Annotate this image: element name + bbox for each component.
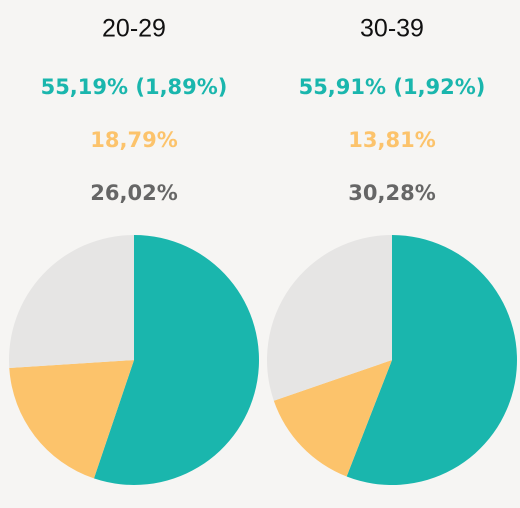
pie-title: 30-39 (360, 15, 424, 43)
value-label: 26,02% (90, 181, 177, 205)
pie-slice (266, 235, 392, 401)
pie-slice (273, 360, 392, 477)
pie-slice (9, 360, 134, 479)
pie-slice (346, 235, 517, 485)
value-label: 30,28% (348, 181, 435, 205)
pie-slice (8, 235, 134, 369)
pie-title: 20-29 (102, 15, 166, 43)
value-label: 55,19% (1,89%) (41, 75, 228, 99)
value-label: 55,91% (1,92%) (299, 75, 486, 99)
pie-slice (93, 235, 259, 485)
value-label: 13,81% (348, 128, 435, 152)
value-label: 18,79% (90, 128, 177, 152)
